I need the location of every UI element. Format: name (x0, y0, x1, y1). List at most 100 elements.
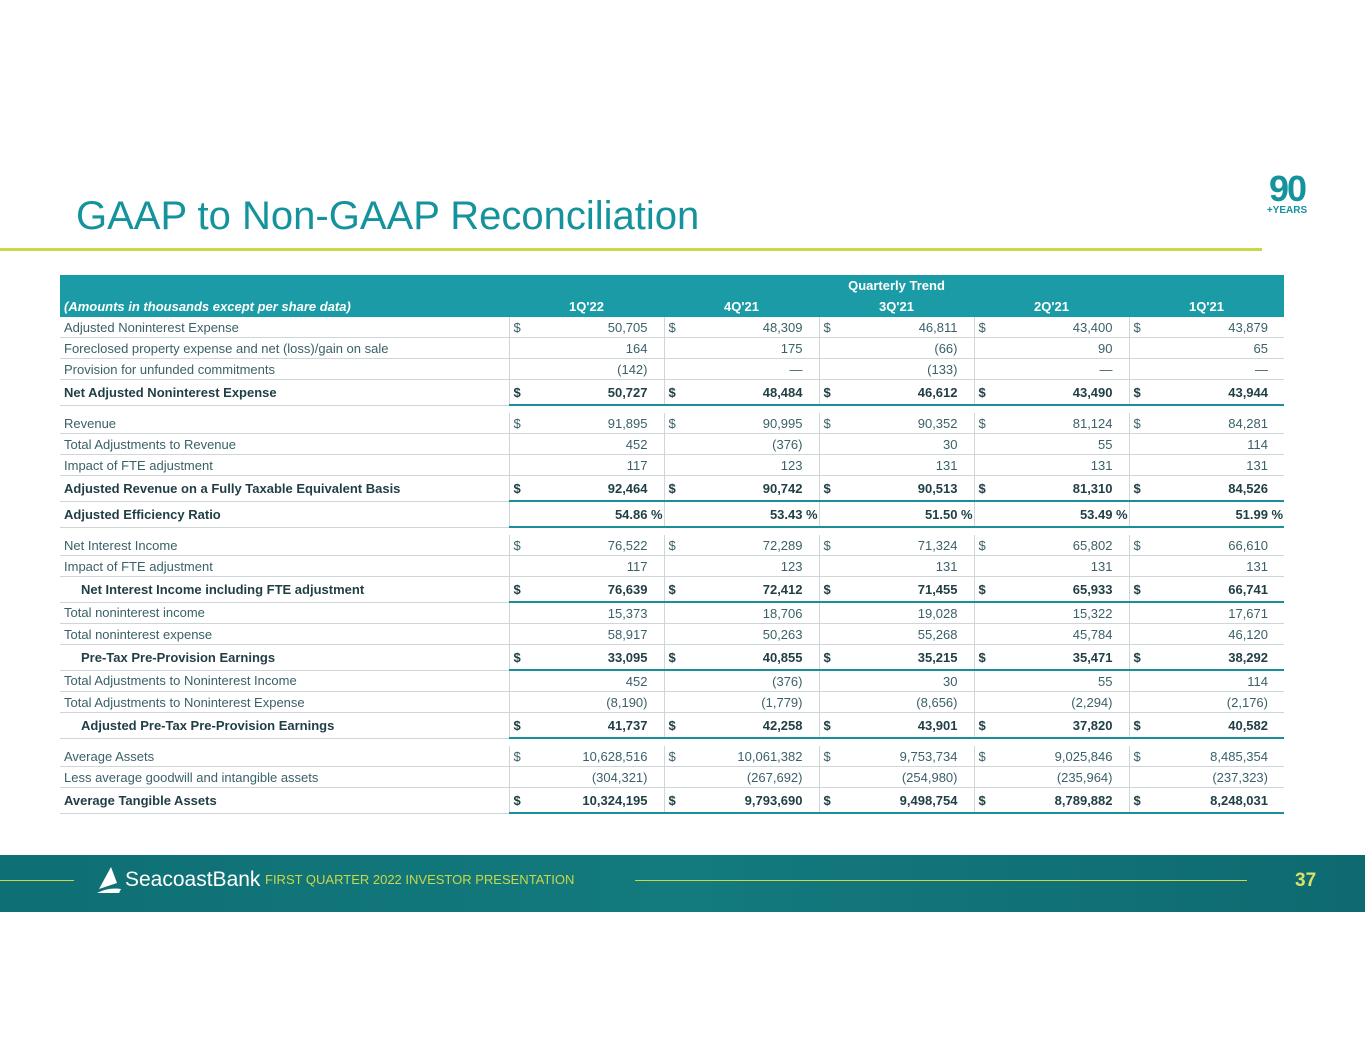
value-cell: 114 (1128, 433, 1284, 455)
footer-line (635, 880, 1247, 881)
value-cell: 58,917 (508, 623, 664, 645)
value-cell: $43,879 (1128, 317, 1284, 338)
value-cell: $84,526 (1128, 475, 1284, 502)
value-cell: $43,400 (973, 317, 1129, 338)
value-cell: 30 (818, 670, 974, 692)
cell-value: 38,292 (1228, 649, 1268, 665)
cell-value: 41,737 (607, 717, 648, 733)
currency-symbol: $ (978, 581, 986, 597)
cell-value: 9,793,690 (744, 792, 803, 808)
cell-value: 10,324,195 (582, 792, 648, 808)
value-cell: $92,464 (508, 475, 664, 502)
value-cell: (304,321) (508, 766, 664, 788)
row-label: Adjusted Revenue on a Fully Taxable Equi… (60, 475, 509, 502)
cell-value: 10,061,382 (737, 748, 803, 764)
row-label: Net Interest Income (60, 535, 509, 556)
cell-value: 54.86 (614, 506, 648, 522)
currency-symbol: $ (668, 581, 676, 597)
cell-value: 90,995 (762, 415, 803, 431)
cell-value: 51.50 (924, 506, 958, 522)
table-row: Provision for unfunded commitments (142) —… (60, 358, 1284, 380)
row-label: Provision for unfunded commitments (60, 358, 509, 380)
percent-symbol: % (960, 506, 973, 522)
value-cell: (237,323) (1128, 766, 1284, 788)
title: GAAP to Non-GAAP Reconciliation (76, 194, 700, 238)
cell-value: (376) (772, 436, 803, 452)
section-gap (60, 738, 1284, 746)
value-cell: 51.99% (1128, 501, 1284, 528)
row-label: Pre-Tax Pre-Provision Earnings (60, 644, 509, 671)
cell-value: 92,464 (607, 480, 648, 496)
currency-symbol: $ (513, 384, 521, 400)
cell-value: 90,742 (762, 480, 803, 496)
value-cell: (133) (818, 358, 974, 380)
value-cell: $8,485,354 (1128, 746, 1284, 767)
percent-symbol: % (805, 506, 818, 522)
cell-value: 81,310 (1072, 480, 1113, 496)
table-row: Total Adjustments to Revenue 452 (376) 30 55… (60, 433, 1284, 455)
cell-value: 17,671 (1228, 605, 1268, 621)
value-cell: 15,322 (973, 602, 1129, 624)
cell-value: 9,753,734 (899, 748, 958, 764)
value-cell: (142) (508, 358, 664, 380)
cell-value: 76,522 (607, 537, 648, 553)
value-cell: $8,248,031 (1128, 787, 1284, 814)
value-cell: 15,373 (508, 602, 664, 624)
label-header: (Amounts in thousands except per share d… (60, 296, 509, 317)
cell-value: (304,321) (591, 769, 648, 785)
currency-symbol: $ (513, 649, 521, 665)
value-cell: $72,412 (663, 576, 819, 603)
cell-value: 452 (625, 436, 648, 452)
table-row: Net Interest Income $76,522 $72,289 $71,324… (60, 535, 1284, 556)
cell-value: 40,855 (762, 649, 803, 665)
cell-value: 43,400 (1072, 319, 1113, 335)
cell-value: 55 (1098, 673, 1113, 689)
row-label: Total noninterest income (60, 602, 509, 624)
cell-value: 46,612 (917, 384, 958, 400)
table-row: Adjusted Pre-Tax Pre-Provision Earnings $… (60, 712, 1284, 739)
currency-symbol: $ (1133, 581, 1141, 597)
row-label: Average Tangible Assets (60, 787, 509, 814)
value-cell: $40,855 (663, 644, 819, 671)
row-label: Total Adjustments to Noninterest Income (60, 670, 509, 692)
cell-value: (8,656) (916, 694, 958, 710)
value-cell: $90,352 (818, 413, 974, 434)
row-label: Adjusted Pre-Tax Pre-Provision Earnings (60, 712, 509, 739)
cell-value: 65,933 (1072, 581, 1113, 597)
table-row: Total Adjustments to Noninterest Expense… (60, 691, 1284, 713)
table-row: Average Assets $10,628,516 $10,061,382 $9,7… (60, 746, 1284, 767)
value-cell: $10,628,516 (508, 746, 664, 767)
currency-symbol: $ (668, 537, 676, 553)
value-cell: $35,471 (973, 644, 1129, 671)
cell-value: 90,513 (917, 480, 958, 496)
value-cell: 46,120 (1128, 623, 1284, 645)
cell-value: 117 (626, 457, 648, 473)
cell-value: (237,323) (1212, 769, 1268, 785)
currency-symbol: $ (823, 415, 831, 431)
currency-symbol: $ (823, 537, 831, 553)
currency-symbol: $ (978, 537, 986, 553)
table-row: Impact of FTE adjustment 117 123 131 131 131 (60, 555, 1284, 577)
cell-value: 84,281 (1228, 415, 1268, 431)
anniversary-logo: 90 +YEARS (1262, 171, 1312, 216)
cell-value: 131 (935, 457, 958, 473)
table-row: Average Tangible Assets $10,324,195 $9,793… (60, 787, 1284, 814)
value-cell: 131 (973, 454, 1129, 476)
currency-symbol: $ (513, 581, 521, 597)
value-cell: 131 (818, 555, 974, 577)
percent-symbol: % (650, 506, 663, 522)
value-cell: $43,901 (818, 712, 974, 739)
cell-value: 51.99 (1235, 506, 1268, 522)
cell-value: 35,471 (1072, 649, 1113, 665)
currency-symbol: $ (513, 537, 521, 553)
column-header: 2Q'21 (974, 296, 1129, 317)
cell-value: 131 (1246, 558, 1268, 574)
value-cell: $46,612 (818, 379, 974, 406)
cell-value: (2,294) (1071, 694, 1113, 710)
value-cell: $9,498,754 (818, 787, 974, 814)
cell-value: 452 (625, 673, 648, 689)
cell-value: 50,705 (607, 319, 648, 335)
currency-symbol: $ (1133, 717, 1141, 733)
value-cell: 55 (973, 670, 1129, 692)
value-cell: (2,294) (973, 691, 1129, 713)
